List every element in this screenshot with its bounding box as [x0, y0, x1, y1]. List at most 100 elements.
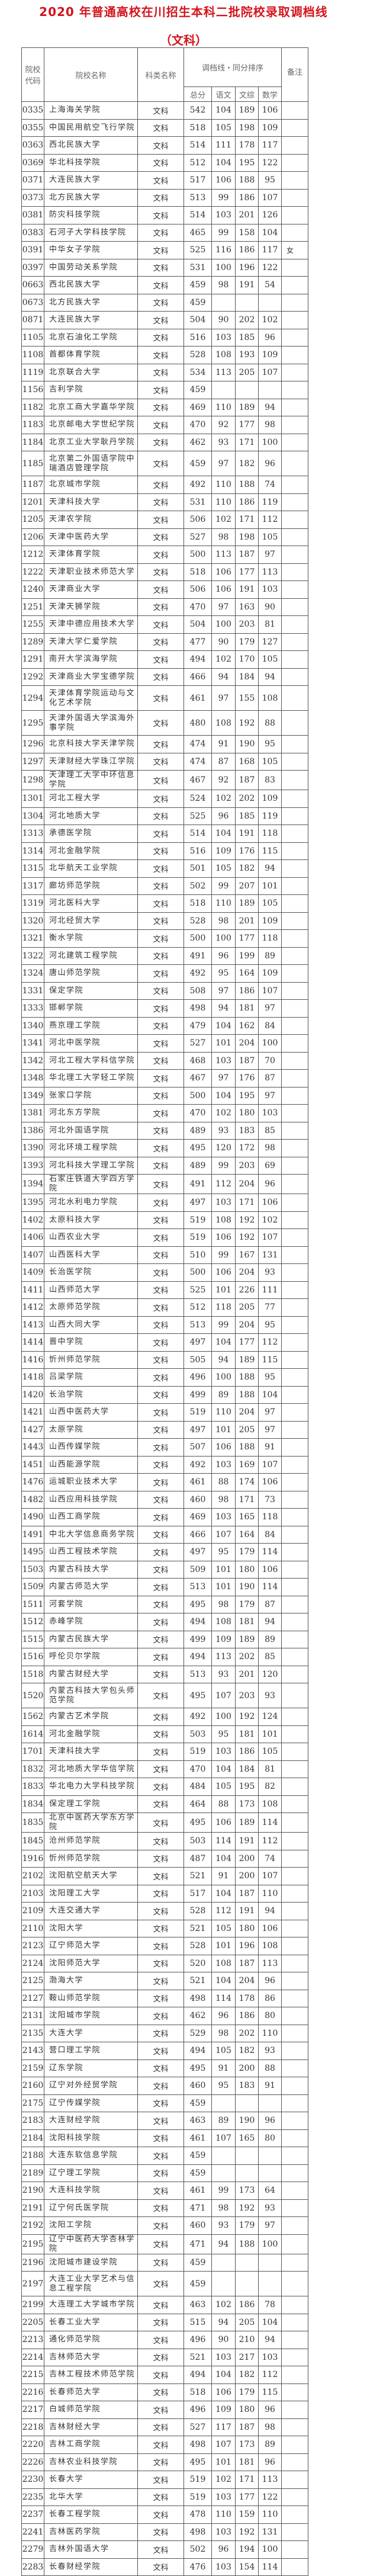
chinese-score: 88	[211, 1795, 236, 1813]
school-code: 2110	[21, 1919, 44, 1937]
school-name: 天津中德应用技术大学	[44, 615, 138, 634]
liberal-arts-score: 194	[235, 2540, 259, 2559]
table-row: 2217 白城师范学院 文科 496 109 180 96	[21, 2401, 309, 2419]
liberal-arts-score: 192	[235, 1708, 259, 1726]
category: 文科	[137, 1884, 184, 1903]
chinese-score: 108	[211, 710, 236, 736]
category: 文科	[137, 2313, 184, 2331]
remark	[281, 1954, 309, 1972]
school-name: 北京联合大学	[44, 363, 138, 381]
remark	[281, 770, 309, 790]
table-row: 1414 晋中学院 文科 497 104 177 112	[21, 1333, 309, 1352]
math-score: 117	[257, 136, 282, 155]
school-code: 2127	[21, 1989, 44, 2007]
school-code: 2160	[21, 2077, 44, 2095]
math-score: 54	[257, 276, 282, 294]
school-name: 沈阳科技学院	[44, 2129, 138, 2147]
school-code: 1212	[21, 546, 44, 564]
category: 文科	[137, 1508, 184, 1526]
total-score: 528	[184, 346, 212, 364]
school-name: 天津职业技术师范大学	[44, 563, 138, 581]
chinese-score: 120	[211, 1139, 236, 1157]
table-row: 2196 沈阳城市建设学院 文科 459	[21, 2253, 309, 2272]
math-score: 70	[257, 1051, 282, 1070]
math-score: 112	[257, 511, 282, 529]
school-name: 山西能源学院	[44, 1455, 138, 1474]
school-name: 河北金融学院	[44, 842, 138, 860]
chinese-score: 90	[211, 2331, 236, 2349]
category: 文科	[137, 1403, 184, 1422]
math-score: 101	[257, 877, 282, 895]
chinese-score: 110	[211, 894, 236, 913]
school-name: 河北工程大学	[44, 790, 138, 808]
chinese-score: 99	[211, 1246, 236, 1264]
table-row: 1832 河北地质大学华信学院 文科 470 104 184 81	[21, 1760, 309, 1778]
table-row: 1320 河北经贸大学 文科 528 98 201 109	[21, 912, 309, 930]
remark	[281, 2077, 309, 2095]
school-code: 1185	[21, 451, 44, 476]
table-row: 1156 吉利学院 文科 459	[21, 381, 309, 399]
liberal-arts-score: 171	[235, 1194, 259, 1212]
table-row: 2102 沈阳航空航天大学 文科 521 91 200 107	[21, 1867, 309, 1885]
remark	[281, 1438, 309, 1457]
math-score: 110	[257, 1884, 282, 1903]
remark	[281, 1989, 309, 2007]
math-score: 74	[257, 476, 282, 494]
category: 文科	[137, 416, 184, 434]
liberal-arts-score: 191	[235, 276, 259, 294]
category: 文科	[137, 1104, 184, 1122]
category: 文科	[137, 1455, 184, 1474]
table-row: 1119 北京联合大学 文科 534 113 205 107	[21, 363, 309, 381]
math-score: 105	[257, 528, 282, 546]
liberal-arts-score: 186	[235, 2007, 259, 2025]
category: 文科	[137, 2182, 184, 2200]
chinese-score: 101	[211, 1578, 236, 1596]
chinese-score: 100	[211, 258, 236, 277]
math-score: 84	[257, 1016, 282, 1035]
category: 文科	[137, 241, 184, 259]
math-score: 108	[257, 1795, 282, 1813]
math-score: 85	[257, 1121, 282, 1140]
school-name: 北华大学	[44, 2488, 138, 2506]
chinese-score: 110	[211, 476, 236, 494]
total-score: 513	[184, 1665, 212, 1683]
math-score	[257, 2147, 282, 2165]
school-code: 1381	[21, 1104, 44, 1122]
category: 文科	[137, 685, 184, 711]
category: 文科	[137, 2129, 184, 2147]
table-row: 2124 沈阳师范大学 文科 520 108 187 113	[21, 1954, 309, 1972]
remark	[281, 1760, 309, 1778]
category: 文科	[137, 615, 184, 634]
school-name: 渤海大学	[44, 1972, 138, 1990]
school-code: 1386	[21, 1121, 44, 1140]
chinese-score: 89	[211, 1385, 236, 1404]
page-subtitle: （文科）	[160, 33, 207, 47]
school-name: 张家口学院	[44, 1086, 138, 1105]
chinese-score: 92	[211, 416, 236, 434]
school-code: 1414	[21, 1333, 44, 1352]
total-score: 525	[184, 1281, 212, 1299]
category: 文科	[137, 511, 184, 529]
school-code: 1562	[21, 1708, 44, 1726]
liberal-arts-score: 190	[235, 2112, 259, 2130]
liberal-arts-score: 173	[235, 2182, 259, 2200]
category: 文科	[137, 1069, 184, 1087]
chinese-score: 112	[211, 1174, 236, 1194]
school-name: 天津科技大学	[44, 1743, 138, 1761]
chinese-score: 118	[211, 1298, 236, 1317]
total-score: 498	[184, 2436, 212, 2454]
math-score: 120	[257, 1665, 282, 1683]
total-score: 506	[184, 511, 212, 529]
page-title: 2020 年普通高校在川招生本科二批院校录取调档线	[39, 5, 328, 19]
remark	[281, 171, 309, 190]
total-score: 459	[184, 293, 212, 312]
chinese-score: 92	[211, 770, 236, 790]
table-row: 1421 山西中医药大学 文科 519 110 204 97	[21, 1403, 309, 1422]
liberal-arts-score: 165	[235, 1508, 259, 1526]
total-score: 496	[184, 1368, 212, 1387]
math-score: 64	[257, 2182, 282, 2200]
category: 文科	[137, 223, 184, 242]
total-score: 480	[184, 710, 212, 736]
math-score: 101	[257, 1725, 282, 1743]
liberal-arts-score: 186	[235, 2296, 259, 2314]
